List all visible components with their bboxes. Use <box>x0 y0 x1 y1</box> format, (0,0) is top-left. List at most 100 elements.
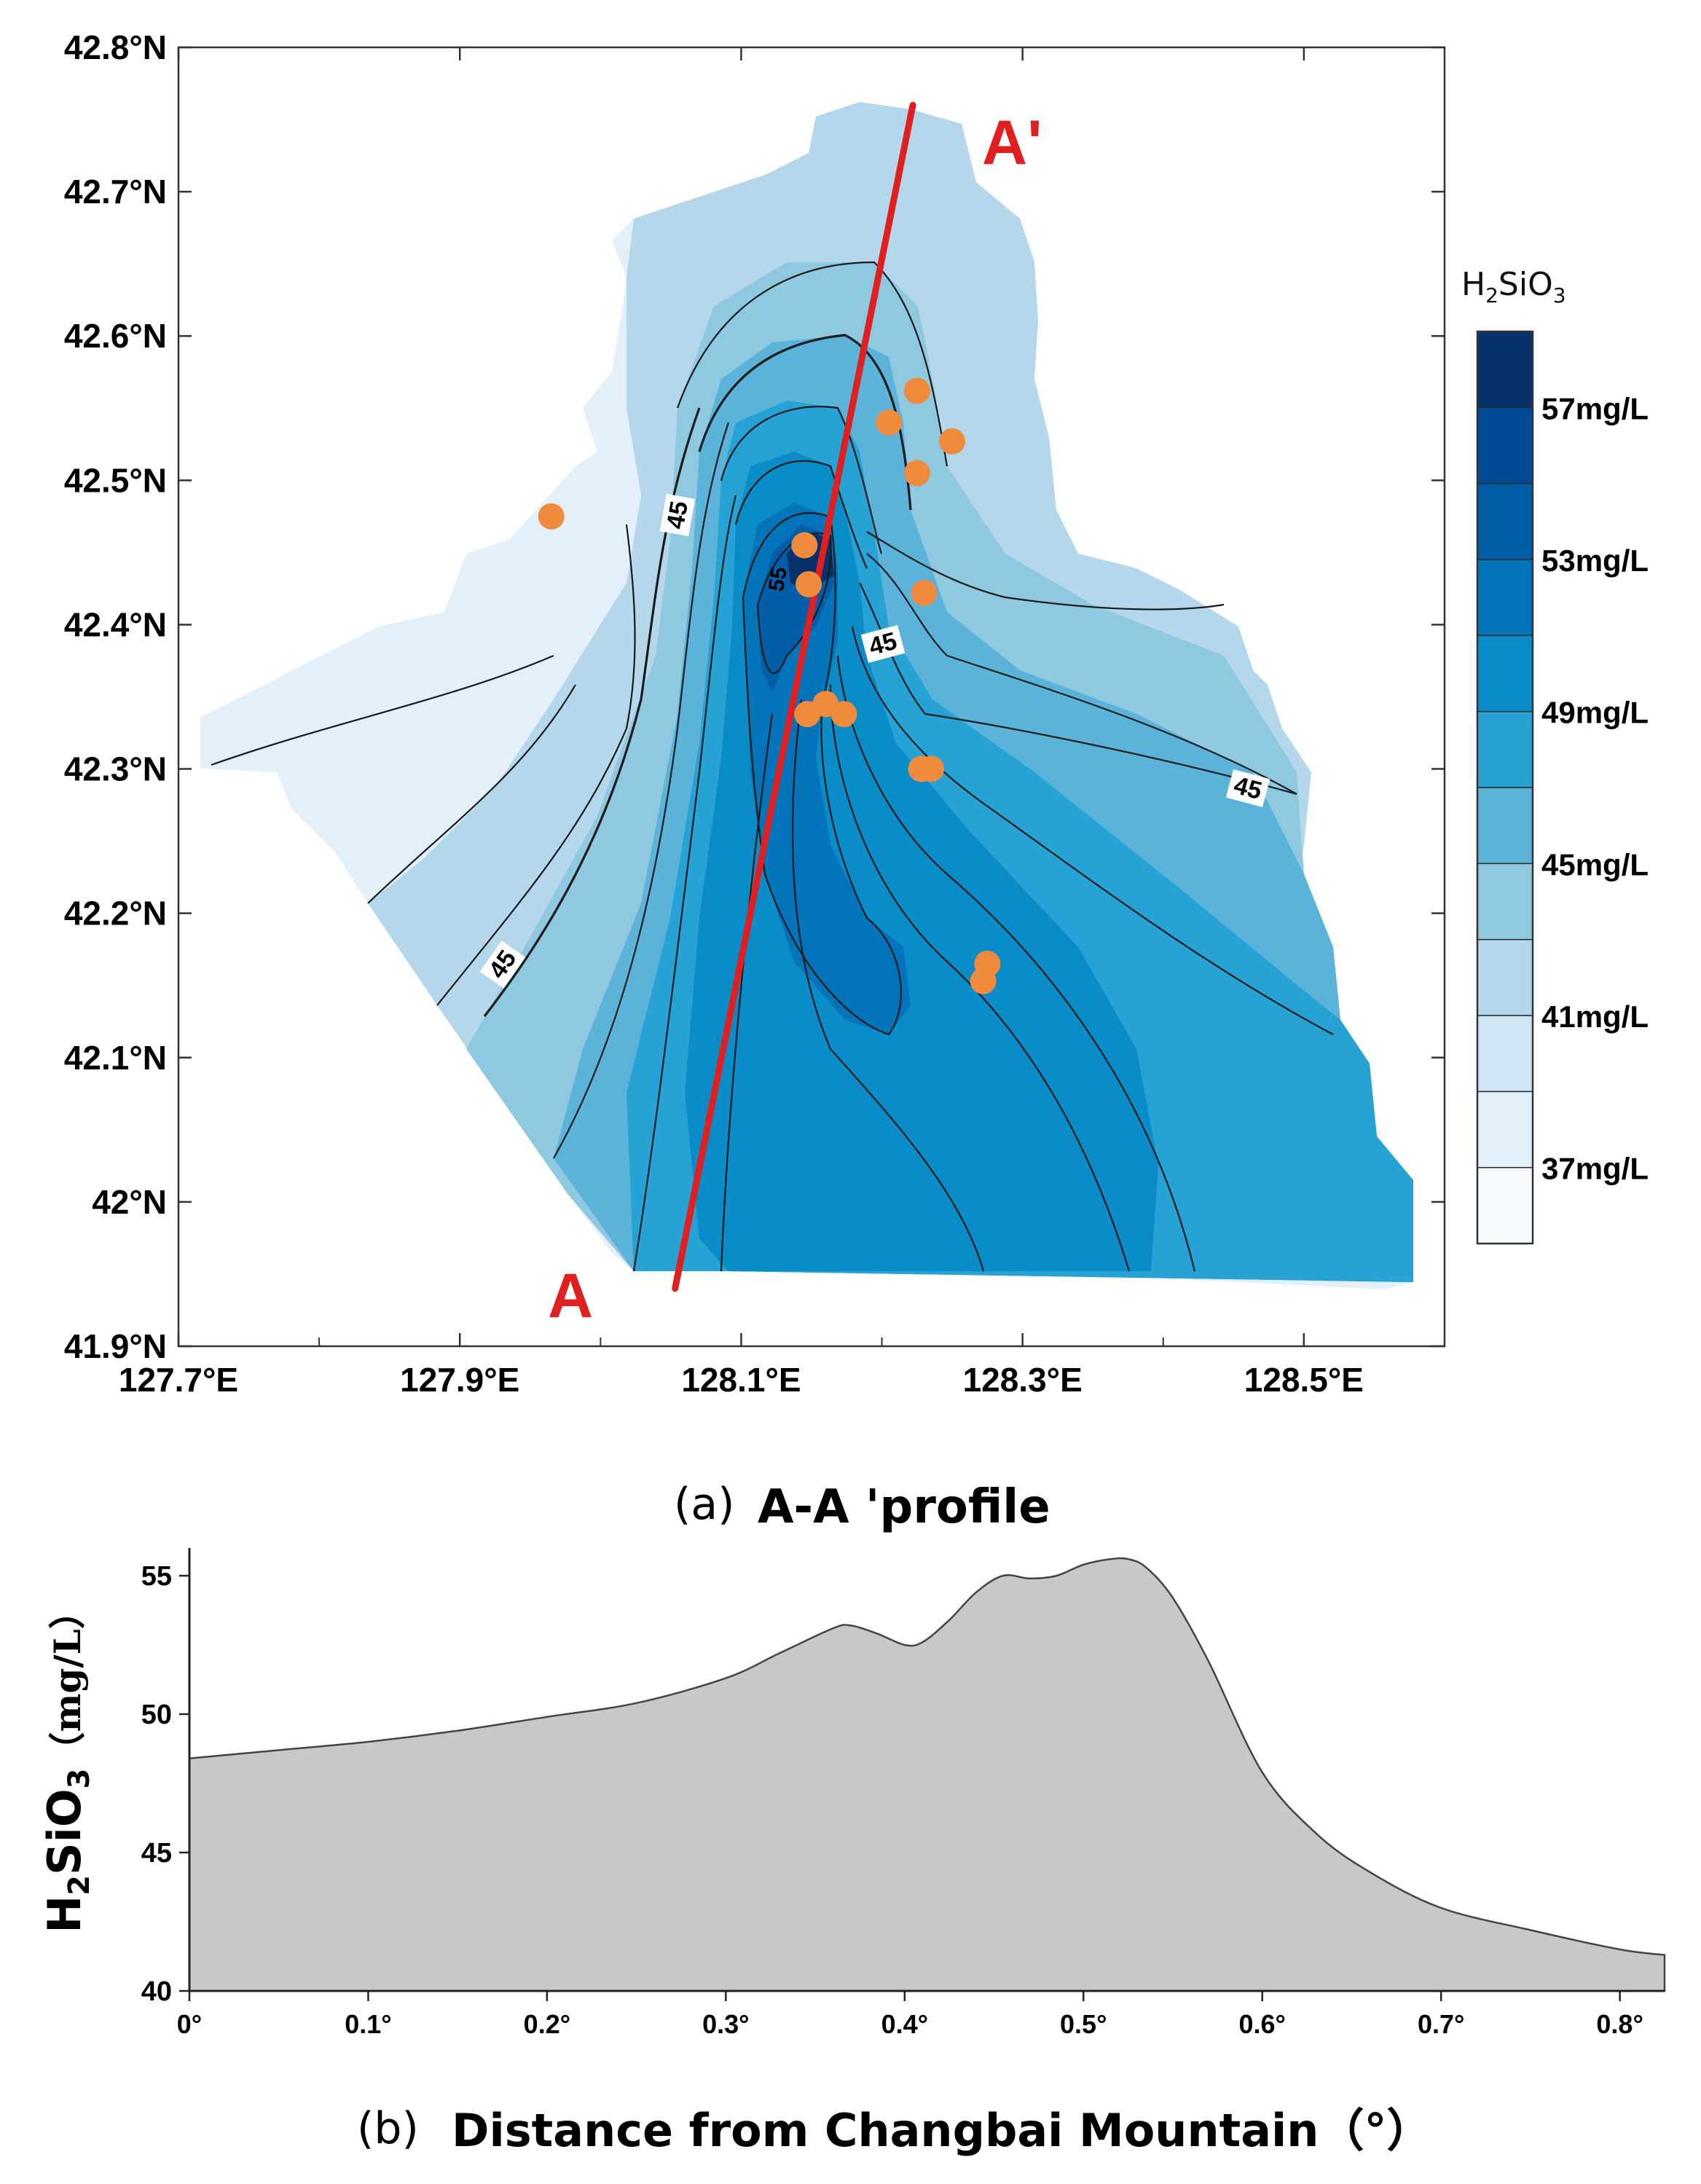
legend-band <box>1477 635 1533 712</box>
legend-label: 57mg/L <box>1541 391 1649 425</box>
sample-point <box>791 532 818 559</box>
profile-x-tick-label: 0.2° <box>524 2009 570 2039</box>
panel-a-letter: (a) <box>674 1479 735 1530</box>
contour-line <box>698 334 912 511</box>
profile-x-tick-label: 0.5° <box>1060 2009 1107 2039</box>
legend-band <box>1477 482 1533 560</box>
contour-line <box>734 460 868 569</box>
profile-y-label: H2SiO3（mg/L） <box>38 1592 96 1933</box>
legend-colorbar <box>1476 330 1534 1245</box>
legend-label: 41mg/L <box>1541 999 1649 1034</box>
legend-label: 49mg/L <box>1541 696 1649 730</box>
sample-point <box>918 755 945 782</box>
profile-line-a-a <box>672 101 916 1292</box>
y-tick-label: 42°N <box>92 1183 167 1221</box>
x-tick-label: 128.5°E <box>1244 1361 1364 1399</box>
contour-line <box>791 699 985 1272</box>
panel-b-letter: (b) <box>357 2103 419 2154</box>
profile-x-tick-label: 0° <box>177 2009 202 2039</box>
legend-band <box>1477 1166 1533 1244</box>
sample-point <box>795 570 822 597</box>
profile-y-label-text: H2SiO3（mg/L） <box>38 1592 96 1933</box>
contour-line <box>720 713 774 1272</box>
profile-y-tick-label: 50 <box>141 1700 172 1730</box>
contour-line <box>756 532 832 674</box>
legend-labels: 57mg/L 53mg/L 49mg/L 45mg/L 41mg/L 37mg/L <box>1541 391 1649 1185</box>
contour-lines <box>211 261 1334 1272</box>
sample-point <box>903 460 930 487</box>
y-tick-label: 42.2°N <box>64 895 167 932</box>
contour-label: 45 <box>661 499 694 531</box>
contour-line <box>676 261 948 467</box>
sample-point <box>876 409 903 436</box>
y-tick-label: 42.1°N <box>64 1039 167 1077</box>
contour-line <box>632 495 737 1272</box>
legend-band <box>1477 559 1533 637</box>
profile-end-label: A' <box>982 108 1042 178</box>
profile-start-label: A <box>548 1261 593 1331</box>
contour-line <box>367 684 576 904</box>
profile-y-tick-label: 40 <box>141 1976 172 2007</box>
sample-point <box>830 701 857 728</box>
contour-line <box>829 684 1131 1272</box>
legend-band <box>1477 331 1533 409</box>
y-tick-label: 42.4°N <box>64 605 167 643</box>
y-tick-label: 42.7°N <box>64 173 167 211</box>
y-tick-label: 42.5°N <box>64 461 167 499</box>
contour-line <box>553 422 730 1159</box>
legend-band <box>1477 406 1533 484</box>
contour-line <box>851 626 1334 1035</box>
map-panel: 45 45 45 45 55 127.7°E 127.9°E 128.1°E 128.… <box>64 28 1649 1399</box>
profile-x-tick-label: 0.8° <box>1596 2009 1643 2039</box>
legend-band <box>1477 710 1533 788</box>
y-tick-label: 41.9°N <box>64 1327 167 1365</box>
sample-point <box>970 967 997 994</box>
panel-a-title: A-A 'profile <box>758 1480 1050 1534</box>
x-tick-label: 127.9°E <box>400 1361 519 1399</box>
profile-x-tick-label: 0.1° <box>345 2009 391 2039</box>
legend-label: 53mg/L <box>1541 543 1649 578</box>
profile-x-tick-label: 0.6° <box>1239 2009 1286 2039</box>
map-frame <box>177 46 1446 1348</box>
panel-b-xlabel: Distance from Changbai Mountain（°） <box>452 2104 1431 2157</box>
legend-band <box>1477 1015 1533 1093</box>
legend-label: 37mg/L <box>1541 1152 1649 1186</box>
profile-x-tick-label: 0.3° <box>702 2009 749 2039</box>
map-region: 45 45 45 45 55 <box>200 101 1413 1292</box>
contour-line <box>836 655 1196 1272</box>
legend-band <box>1477 787 1533 865</box>
contour-line <box>866 531 1225 610</box>
legend-band <box>1477 1091 1533 1168</box>
x-tick-label: 128.3°E <box>963 1361 1083 1399</box>
sample-point <box>794 701 821 728</box>
legend-label: 45mg/L <box>1541 847 1649 881</box>
profile-ticks: 0° 0.1° 0.2° 0.3° 0.4° 0.5° 0.6° 0.7° 0.8° 40 45 50… <box>141 1561 1643 2039</box>
profile-area <box>188 1557 1666 1992</box>
legend: H2SiO3 57mg/L 53mg/L 49mg/L 45mg/L 41mg/L 37m… <box>1461 266 1649 1245</box>
sample-point <box>911 579 938 606</box>
y-tick-label: 42.6°N <box>64 317 167 355</box>
legend-frame <box>1476 330 1534 1245</box>
contour-line <box>436 524 636 1006</box>
contour-label-group: 45 45 45 45 55 <box>479 493 1270 989</box>
contour-line <box>720 406 883 554</box>
profile-x-tick-label: 0.4° <box>881 2009 928 2039</box>
sample-point <box>903 377 930 404</box>
legend-band <box>1477 938 1533 1016</box>
sample-point <box>939 428 966 455</box>
map-axis-ticks: 127.7°E 127.9°E 128.1°E 128.3°E 128.5°E 41.9°… <box>64 28 1445 1399</box>
contour-line <box>866 553 1297 795</box>
x-tick-label: 127.7°E <box>119 1361 238 1399</box>
sample-point <box>538 503 565 530</box>
legend-title: H2SiO3 <box>1461 266 1566 307</box>
legend-band <box>1477 863 1533 940</box>
profile-y-tick-label: 45 <box>141 1838 172 1869</box>
contour-label: 55 <box>764 565 792 594</box>
profile-panel: 0° 0.1° 0.2° 0.3° 0.4° 0.5° 0.6° 0.7° 0.8° 40 45 50… <box>38 1548 1666 2039</box>
profile-y-tick-label: 55 <box>141 1561 172 1592</box>
y-tick-label: 42.8°N <box>64 28 167 66</box>
x-tick-label: 128.1°E <box>681 1361 801 1399</box>
profile-x-tick-label: 0.7° <box>1418 2009 1464 2039</box>
contour-line <box>211 654 554 766</box>
